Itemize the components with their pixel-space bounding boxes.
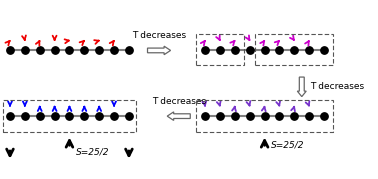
Point (217, 49, 223, 52)
Bar (196, 100, 333, 132)
Point (126, 49, 132, 52)
Text: S=25/2: S=25/2 (76, 147, 110, 156)
Point (202, 49, 208, 52)
Point (51, 49, 57, 52)
Point (81, 115, 87, 118)
Point (96, 115, 102, 118)
Point (232, 49, 238, 52)
FancyArrow shape (167, 112, 190, 120)
Bar (196, 34, 244, 65)
Point (96, 49, 102, 52)
Point (306, 49, 312, 52)
Bar (3, 100, 136, 132)
Point (22, 115, 28, 118)
Point (67, 49, 73, 52)
FancyArrow shape (297, 77, 306, 97)
Point (262, 115, 268, 118)
Point (321, 49, 327, 52)
Point (262, 49, 268, 52)
Point (7, 49, 13, 52)
Bar (255, 34, 333, 65)
Point (291, 49, 297, 52)
Point (22, 49, 28, 52)
Point (111, 49, 117, 52)
Text: S=25/2: S=25/2 (271, 140, 305, 149)
Point (111, 115, 117, 118)
Text: T decreases: T decreases (152, 97, 206, 106)
Point (37, 49, 43, 52)
FancyArrow shape (147, 46, 170, 55)
Point (276, 49, 282, 52)
Point (37, 115, 43, 118)
Point (51, 115, 57, 118)
Text: T decreases: T decreases (132, 32, 186, 40)
Point (217, 115, 223, 118)
Point (291, 115, 297, 118)
Point (81, 49, 87, 52)
Point (126, 115, 132, 118)
Point (306, 115, 312, 118)
Point (276, 115, 282, 118)
Text: T decreases: T decreases (310, 82, 364, 91)
Point (202, 115, 208, 118)
Point (232, 115, 238, 118)
Point (67, 115, 73, 118)
Point (7, 115, 13, 118)
Point (247, 115, 253, 118)
Point (247, 49, 253, 52)
Point (321, 115, 327, 118)
